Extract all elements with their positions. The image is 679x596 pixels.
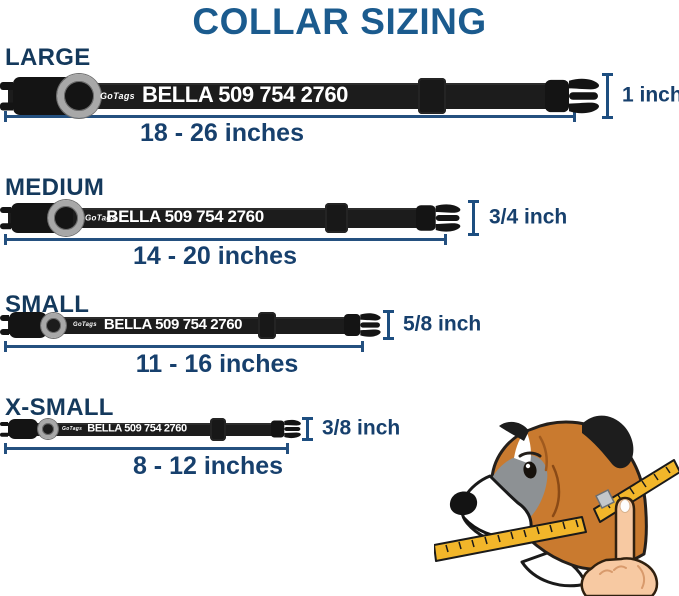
width-label: 1 inch (622, 83, 679, 107)
brand-logo: GoTags (73, 321, 97, 328)
length-measure-line (4, 234, 447, 245)
buckle-male (271, 419, 301, 439)
length-measure-line (4, 111, 576, 122)
collar-name-text: BELLA 509 754 2760 (106, 207, 264, 227)
brand-logo: GoTags (100, 90, 135, 101)
width-indicator (602, 73, 613, 119)
size-label-large: LARGE (5, 44, 91, 71)
buckle-male (344, 313, 381, 337)
length-range-label: 14 - 20 inches (133, 242, 297, 270)
strap-adjuster (210, 417, 226, 441)
collar-strap (8, 316, 350, 334)
strap-adjuster (418, 78, 446, 114)
d-ring (48, 200, 84, 236)
collar-strap (8, 208, 422, 228)
d-ring (57, 74, 101, 118)
width-label: 3/4 inch (489, 205, 568, 229)
strap-adjuster (325, 203, 348, 233)
length-measure-line (4, 341, 364, 352)
collar-name-text: BELLA 509 754 2760 (103, 315, 243, 333)
size-label-xsmall: X-SMALL (5, 394, 114, 421)
width-label: 5/8 inch (403, 312, 482, 336)
collar-name-text: BELLA 509 754 2760 (87, 422, 187, 435)
buckle-female (0, 77, 93, 115)
collar-strap (8, 83, 551, 109)
size-label-small: SMALL (5, 291, 90, 318)
buckle-male (416, 204, 461, 232)
width-indicator (468, 200, 479, 236)
page-title: COLLAR SIZING (192, 1, 487, 42)
d-ring (38, 419, 58, 439)
strap-adjuster (258, 311, 276, 339)
collar-name-text: BELLA 509 754 2760 (141, 81, 349, 107)
dog-measuring-illustration (434, 415, 679, 596)
buckle-female (0, 312, 47, 338)
width-indicator (302, 417, 313, 441)
size-label-medium: MEDIUM (5, 174, 105, 201)
width-indicator (383, 310, 394, 340)
d-ring (40, 312, 66, 338)
length-range-label: 18 - 26 inches (140, 119, 304, 147)
length-range-label: 11 - 16 inches (135, 350, 299, 378)
buckle-female (0, 203, 73, 233)
buckle-male (545, 78, 600, 114)
brand-logo: GoTags (85, 213, 117, 223)
length-range-label: 8 - 12 inches (132, 452, 284, 480)
width-label: 3/8 inch (322, 416, 401, 440)
length-measure-line (4, 443, 289, 454)
buckle-female (0, 419, 38, 439)
brand-logo: GoTags (62, 425, 83, 432)
collar-strap (8, 422, 277, 436)
